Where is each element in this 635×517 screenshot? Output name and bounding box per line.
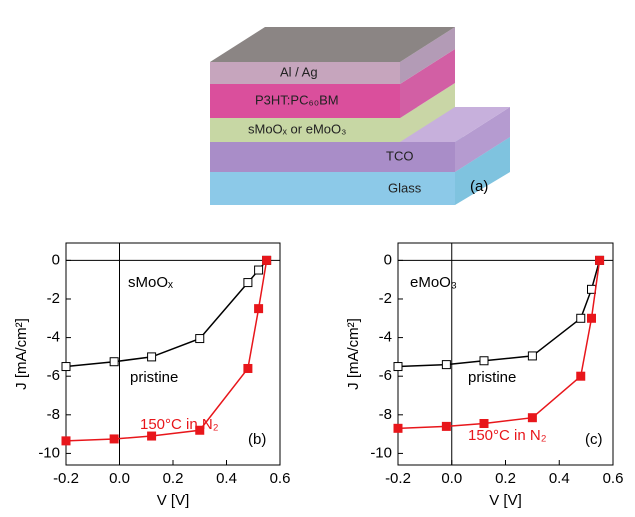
x-tick-label: 0.4 bbox=[549, 470, 570, 487]
marker bbox=[243, 363, 253, 373]
moo-side bbox=[400, 83, 455, 142]
marker bbox=[243, 278, 253, 288]
y-tick-label: -2 bbox=[47, 290, 60, 307]
marker bbox=[262, 255, 272, 265]
p3ht-side bbox=[400, 49, 455, 118]
blank bbox=[265, 8, 455, 27]
x-tick-label: 0.6 bbox=[603, 470, 624, 487]
annotation: eMoO₃ bbox=[410, 274, 457, 291]
x-tick-label: 0.6 bbox=[270, 470, 291, 487]
marker bbox=[479, 418, 489, 428]
marker bbox=[527, 351, 537, 361]
panel-label: (b) bbox=[248, 431, 266, 448]
marker bbox=[441, 421, 451, 431]
al-top bbox=[210, 27, 455, 62]
layer-label: Glass bbox=[388, 180, 422, 195]
panel-label: (a) bbox=[470, 178, 488, 195]
y-tick-label: -10 bbox=[38, 444, 60, 461]
layer-label: TCO bbox=[386, 148, 413, 163]
marker bbox=[147, 431, 157, 441]
series-label: pristine bbox=[468, 369, 516, 386]
marker bbox=[109, 357, 119, 367]
layer-label: sMoOₓ or eMoO₃ bbox=[248, 121, 346, 136]
x-tick-label: -0.2 bbox=[53, 470, 79, 487]
y-tick-label: -6 bbox=[47, 367, 60, 384]
marker bbox=[393, 423, 403, 433]
tco-side bbox=[455, 107, 510, 172]
glass-side bbox=[455, 137, 510, 205]
x-tick-label: 0.2 bbox=[495, 470, 516, 487]
y-tick-label: -8 bbox=[47, 406, 60, 423]
marker bbox=[195, 425, 205, 435]
marker bbox=[587, 284, 596, 294]
x-tick-label: 0.2 bbox=[163, 470, 184, 487]
y-tick-label: -4 bbox=[379, 329, 392, 346]
marker bbox=[254, 265, 264, 275]
p3ht-front bbox=[210, 84, 400, 118]
series-label: 150°C in N₂ bbox=[140, 416, 219, 433]
moo-front bbox=[210, 118, 400, 142]
y-tick-label: -4 bbox=[47, 329, 60, 346]
y-axis-label: J [mA/cm²] bbox=[13, 318, 30, 390]
layer-label: P3HT:PC₆₀BM bbox=[255, 92, 339, 107]
series-label: 150°C in N₂ bbox=[468, 427, 547, 444]
y-tick-label: -10 bbox=[370, 444, 392, 461]
marker bbox=[254, 304, 264, 314]
marker bbox=[61, 436, 71, 446]
y-tick-label: 0 bbox=[384, 251, 392, 268]
x-tick-label: -0.2 bbox=[385, 470, 411, 487]
marker bbox=[527, 413, 537, 423]
al-side bbox=[400, 27, 455, 84]
marker bbox=[393, 362, 403, 372]
layer-label: Al / Ag bbox=[280, 64, 318, 79]
marker bbox=[147, 352, 157, 362]
y-axis-label: J [mA/cm²] bbox=[345, 318, 362, 390]
marker bbox=[587, 313, 596, 323]
y-tick-label: -2 bbox=[379, 290, 392, 307]
marker bbox=[479, 356, 489, 366]
marker bbox=[576, 371, 586, 381]
x-tick-label: 0.0 bbox=[109, 470, 130, 487]
x-tick-label: 0.4 bbox=[216, 470, 237, 487]
x-axis-label: V [V] bbox=[489, 492, 522, 509]
x-tick-label: 0.0 bbox=[441, 470, 462, 487]
device-stack: Al / Ag P3HT:PC₆₀BM sMoOₓ or eMoO₃ TCO G… bbox=[210, 8, 510, 205]
marker bbox=[595, 255, 605, 265]
marker bbox=[576, 313, 586, 323]
marker bbox=[109, 434, 119, 444]
annotation: sMoOₓ bbox=[128, 274, 173, 291]
marker bbox=[195, 334, 205, 344]
y-tick-label: -8 bbox=[379, 406, 392, 423]
marker bbox=[441, 360, 451, 370]
x-axis-label: V [V] bbox=[157, 492, 190, 509]
marker bbox=[61, 362, 71, 372]
tco-front bbox=[210, 142, 455, 172]
y-tick-label: -6 bbox=[379, 367, 392, 384]
panel-label: (c) bbox=[585, 431, 603, 448]
al-front bbox=[210, 62, 400, 84]
glass-front bbox=[210, 172, 455, 205]
series-label: pristine bbox=[130, 369, 178, 386]
y-tick-label: 0 bbox=[52, 251, 60, 268]
